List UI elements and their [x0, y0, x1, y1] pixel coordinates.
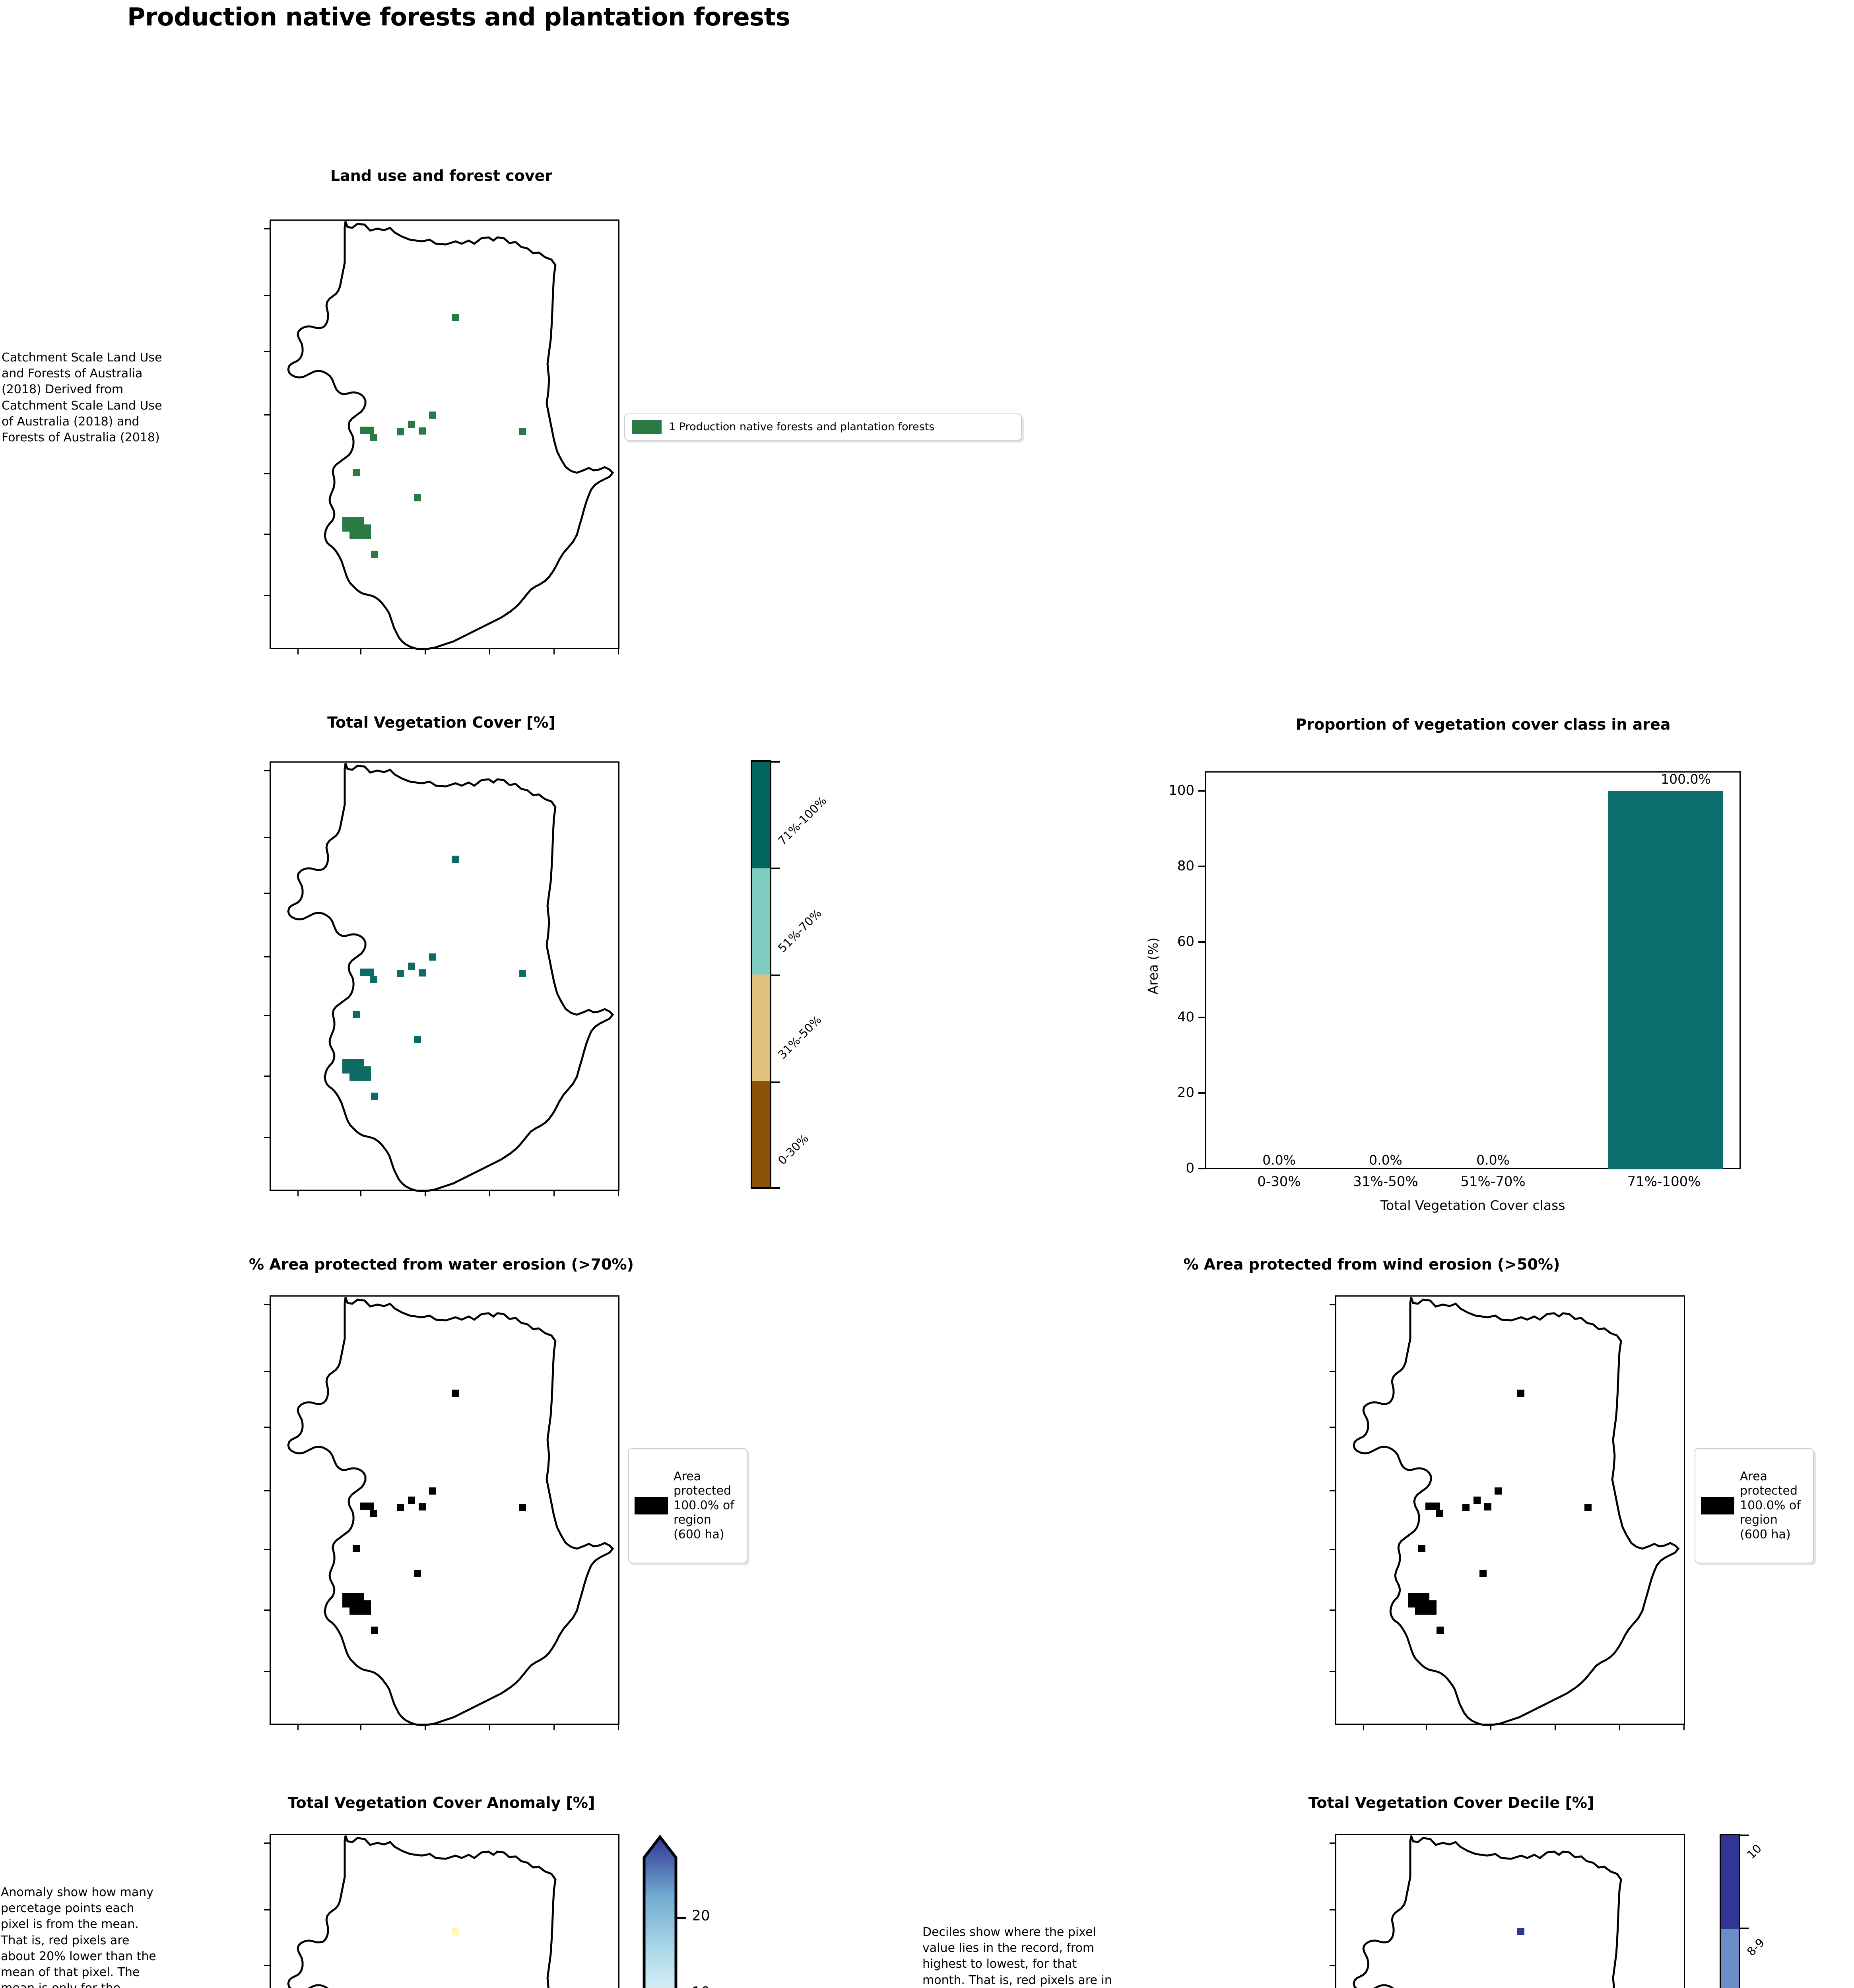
- map-anomaly: [270, 1834, 619, 1988]
- decile-colorbar-band-8-9: [1721, 1929, 1739, 1988]
- bar-chart: 0 20 40 60 80 100 0-30% 31%-50% 51%-70% …: [1145, 771, 1761, 1213]
- bar-value-51-70: 0.0%: [1476, 1152, 1510, 1168]
- panel-title-total-vegetation-cover: Total Vegetation Cover [%]: [327, 714, 555, 731]
- wind-erosion-legend[interactable]: Area protected 100.0% of region (600 ha): [1695, 1448, 1814, 1563]
- legend-label-area-protected-wind: Area protected 100.0% of region (600 ha): [1740, 1469, 1801, 1541]
- bar-value-0-30: 0.0%: [1262, 1152, 1296, 1168]
- anomaly-sidenote: Anomaly show how many percetage points e…: [1, 1885, 156, 1988]
- map-anomaly-ticks: [264, 1834, 619, 1988]
- map-wind-erosion-ticks: [1330, 1295, 1685, 1730]
- x-tick-71-100: 71%-100%: [1627, 1174, 1701, 1190]
- anomaly-colorbar: 20 10 0 -10 -20: [636, 1821, 767, 1988]
- anomaly-pixels: [452, 1928, 459, 1935]
- legend-swatch-area-protected-wind: [1701, 1497, 1734, 1514]
- x-tick-51-70: 51%-70%: [1460, 1174, 1526, 1190]
- map-decile-ticks: [1330, 1834, 1685, 1988]
- land-use-sidenote: Catchment Scale Land Use and Forests of …: [2, 351, 162, 445]
- water-erosion-pixels: [342, 1390, 526, 1634]
- anomaly-colorbar-svg: [643, 1835, 678, 1988]
- land-use-legend[interactable]: 1 Production native forests and plantati…: [624, 414, 1022, 441]
- map-tvc-svg: [287, 763, 614, 1192]
- map-water-erosion-svg: [287, 1297, 614, 1726]
- legend-label-production-forest: 1 Production native forests and plantati…: [669, 421, 935, 433]
- decile-colorbar-label-10: 10: [1744, 1841, 1765, 1862]
- legend-swatch-production-forest: [632, 420, 662, 434]
- map-land-use: [270, 219, 619, 650]
- water-erosion-legend[interactable]: Area protected 100.0% of region (600 ha): [628, 1448, 747, 1563]
- decile-pixels: [1517, 1928, 1524, 1935]
- y-tick-100: 100: [1169, 782, 1194, 798]
- x-tick-31-50: 31%-50%: [1353, 1174, 1418, 1190]
- x-tick-0-30: 0-30%: [1257, 1174, 1301, 1190]
- anomaly-tick-10: 10: [692, 1984, 710, 1988]
- map-total-vegetation-cover: [270, 761, 619, 1192]
- y-axis-label: Area (%): [1145, 937, 1161, 995]
- y-tick-60: 60: [1177, 934, 1194, 949]
- y-tick-0: 0: [1186, 1160, 1194, 1176]
- map-land-use-ticks: [264, 219, 619, 654]
- tvc-colorbar-band-51-70: [752, 868, 770, 975]
- map-land-use-svg: [287, 221, 614, 650]
- bar-chart-plot-area: [1205, 771, 1741, 1169]
- page-title: Production native forests and plantation…: [127, 2, 790, 31]
- chart-title-proportion: Proportion of vegetation cover class in …: [1295, 716, 1671, 733]
- panel-title-water-erosion: % Area protected from water erosion (>70…: [248, 1256, 634, 1273]
- map-water-erosion: [270, 1295, 619, 1726]
- map-wind-erosion-svg: [1353, 1297, 1680, 1726]
- tvc-pixels: [342, 856, 526, 1100]
- legend-label-area-protected-water: Area protected 100.0% of region (600 ha): [674, 1469, 734, 1541]
- map-decile: [1335, 1834, 1685, 1988]
- y-tick-80: 80: [1177, 858, 1194, 874]
- tvc-colorbar-band-31-50: [752, 975, 770, 1081]
- map-anomaly-svg: [287, 1835, 557, 1988]
- panel-title-wind-erosion: % Area protected from wind erosion (>50%…: [1183, 1256, 1560, 1273]
- tvc-colorbar-label-31-50: 31%-50%: [775, 1013, 824, 1062]
- bar-value-71-100: 100.0%: [1661, 771, 1711, 787]
- bar-value-31-50: 0.0%: [1369, 1152, 1402, 1168]
- map-wind-erosion: [1335, 1295, 1685, 1726]
- map-decile-svg: [1353, 1835, 1622, 1988]
- land-use-pixels: [342, 314, 526, 558]
- decile-sidenote: Deciles show where the pixel value lies …: [922, 1925, 1112, 1987]
- tvc-colorbar-band-0-30: [752, 1081, 770, 1187]
- tvc-colorbar: 71%-100% 51%-70% 31%-50% 0-30%: [751, 760, 910, 1190]
- panel-title-anomaly: Total Vegetation Cover Anomaly [%]: [287, 1794, 595, 1811]
- tvc-colorbar-label-0-30: 0-30%: [775, 1131, 811, 1167]
- map-tvc-ticks: [264, 761, 619, 1196]
- tvc-colorbar-band-71-100: [752, 762, 770, 868]
- decile-colorbar: 10 8-9 4-7 2-3 1: [1720, 1834, 1854, 1988]
- map-water-erosion-ticks: [264, 1295, 619, 1730]
- y-tick-20: 20: [1177, 1085, 1194, 1101]
- tvc-colorbar-label-71-100: 71%-100%: [775, 794, 829, 848]
- wind-erosion-pixels: [1408, 1390, 1592, 1634]
- panel-title-decile: Total Vegetation Cover Decile [%]: [1308, 1794, 1594, 1811]
- anomaly-tick-20: 20: [692, 1908, 710, 1924]
- tvc-colorbar-label-51-70: 51%-70%: [775, 906, 824, 955]
- x-axis-label: Total Vegetation Cover class: [1380, 1198, 1565, 1213]
- y-tick-40: 40: [1177, 1009, 1194, 1025]
- bar-71-100: [1608, 791, 1723, 1169]
- panel-title-land-use: Land use and forest cover: [330, 167, 553, 184]
- region-boundary: [287, 221, 614, 650]
- legend-swatch-area-protected-water: [635, 1497, 668, 1514]
- decile-colorbar-band-10: [1721, 1835, 1739, 1929]
- decile-colorbar-label-8-9: 8-9: [1744, 1936, 1767, 1959]
